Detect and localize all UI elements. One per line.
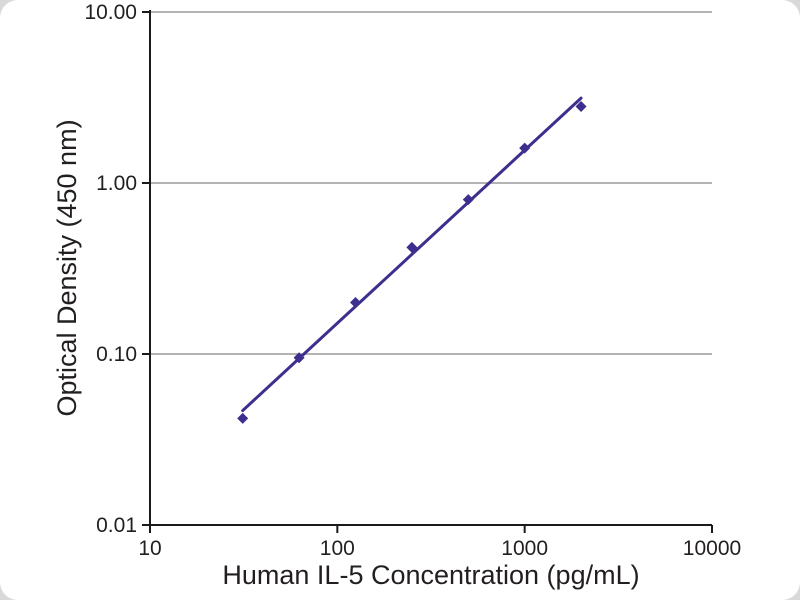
y-tick-label: 1.00 [96, 172, 137, 195]
data-point [406, 241, 418, 253]
y-tick-label: 0.10 [96, 343, 137, 366]
data-point [293, 352, 305, 364]
data-point [462, 194, 474, 206]
plot-area: 10 100 1000 10000 0.01 0.10 1.00 10.00 [84, 1, 741, 560]
y-axis-title: Optical Density (450 nm) [52, 119, 82, 416]
data-point [519, 142, 531, 154]
data-point [237, 412, 249, 424]
y-tick-label: 10.00 [84, 1, 137, 24]
x-tick-label: 10 [138, 537, 161, 560]
x-tick-label: 10000 [683, 537, 741, 560]
x-tick-label: 1000 [501, 537, 548, 560]
x-tick-label: 100 [320, 537, 355, 560]
x-axis-title: Human IL-5 Concentration (pg/mL) [222, 560, 639, 590]
data-point [349, 297, 361, 309]
y-tick-label: 0.01 [96, 514, 137, 537]
trend-line [241, 96, 583, 413]
data-point [575, 101, 587, 113]
